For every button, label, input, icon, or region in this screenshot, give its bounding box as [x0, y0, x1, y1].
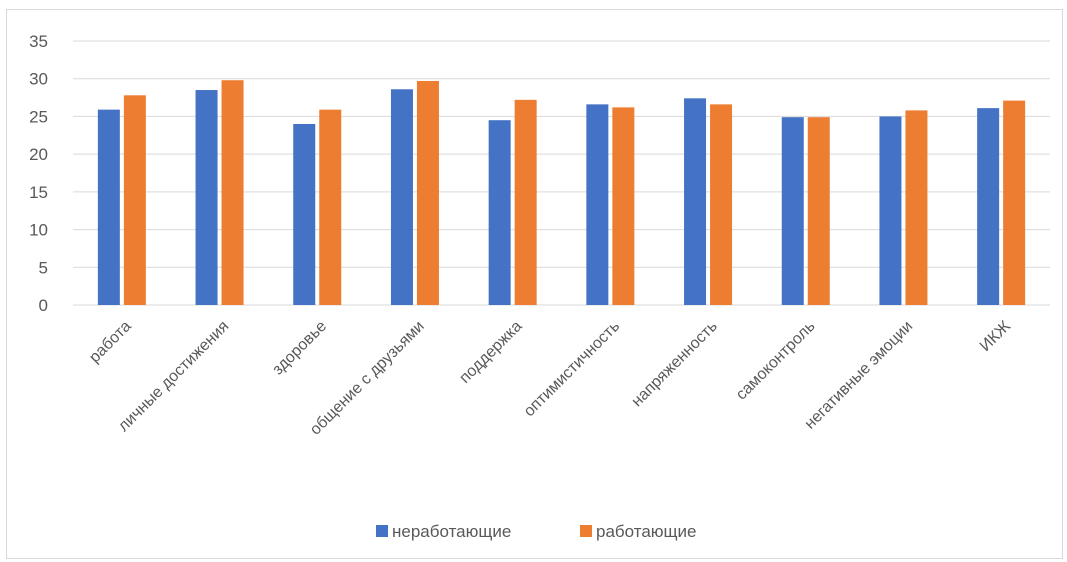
y-tick-label-0: 0: [39, 296, 48, 315]
x-tick-label-9: ИКЖ: [977, 318, 1014, 355]
legend-swatch-nonworking: [376, 525, 388, 537]
y-tick-label-35: 35: [29, 32, 48, 51]
bar-working-9: [1003, 100, 1026, 306]
y-tick-label-15: 15: [29, 183, 48, 202]
bar-working-1: [221, 80, 244, 305]
bar-nonworking-0: [97, 109, 120, 305]
x-tick-label-4: поддержка: [456, 318, 525, 387]
x-tick-label-1: личные достижения: [115, 318, 232, 435]
bar-nonworking-7: [781, 117, 804, 305]
x-tick-label-8: негативные эмоции: [802, 318, 917, 433]
bar-working-8: [905, 110, 928, 305]
legend-label-nonworking: неработающие: [392, 522, 511, 541]
y-tick-label-25: 25: [29, 107, 48, 126]
bar-nonworking-1: [195, 90, 218, 306]
bar-working-2: [319, 109, 342, 305]
x-tick-label-7: самоконтроль: [733, 318, 819, 404]
legend-label-working: работающие: [596, 522, 696, 541]
y-tick-label-20: 20: [29, 145, 48, 164]
bar-nonworking-5: [586, 104, 609, 305]
y-tick-label-10: 10: [29, 221, 48, 240]
y-tick-label-5: 5: [39, 258, 48, 277]
x-tick-label-5: оптимистичность: [521, 318, 623, 420]
x-tick-label-0: работа: [86, 318, 135, 367]
x-tick-label-6: напряженность: [629, 318, 721, 410]
x-tick-label-2: здоровье: [269, 318, 330, 379]
legend-swatch-working: [580, 525, 592, 537]
x-tick-label-3: общение с друзьями: [307, 318, 428, 439]
bar-nonworking-8: [879, 116, 902, 305]
bar-working-5: [612, 107, 635, 306]
bar-nonworking-9: [977, 108, 1000, 305]
bar-nonworking-4: [488, 120, 511, 305]
bar-nonworking-2: [293, 123, 316, 305]
bar-working-4: [514, 99, 537, 305]
bar-nonworking-3: [390, 89, 413, 305]
y-tick-label-30: 30: [29, 70, 48, 89]
bar-working-0: [123, 95, 146, 306]
bar-working-6: [710, 104, 733, 305]
bar-nonworking-6: [684, 98, 707, 305]
bar-working-7: [807, 117, 830, 305]
bar-working-3: [416, 80, 439, 305]
